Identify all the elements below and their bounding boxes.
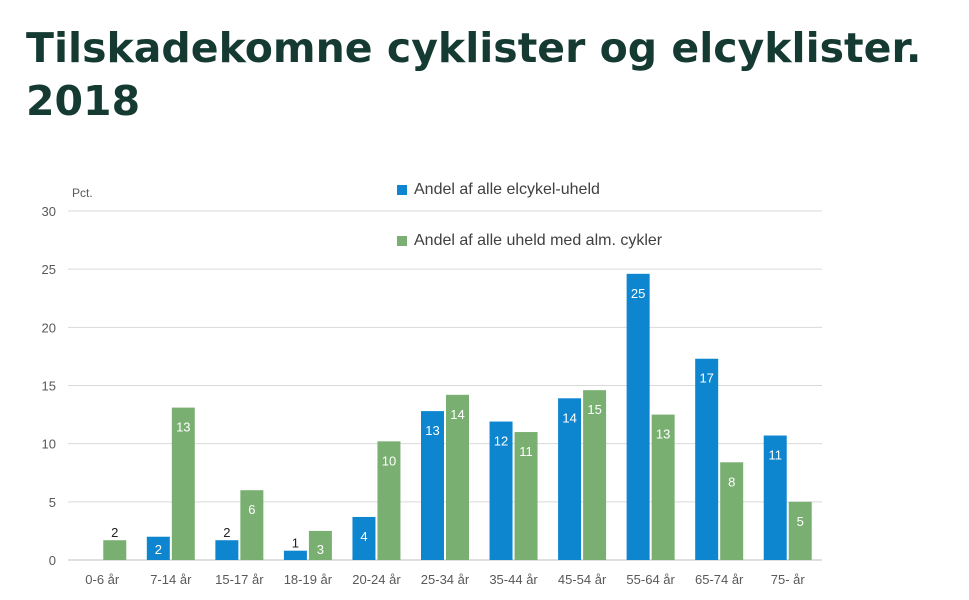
bar-alm-cykler <box>514 432 538 560</box>
chart-title: Tilskadekomne cyklister og elcyklister. … <box>26 24 922 125</box>
bar-elcykel <box>146 536 170 560</box>
bar-elcykel <box>763 435 787 560</box>
data-label: 12 <box>494 434 508 449</box>
legend-swatch <box>397 185 407 195</box>
y-tick-label: 5 <box>49 495 56 510</box>
bar-elcykel <box>489 421 513 560</box>
data-label: 15 <box>587 402 601 417</box>
bar-alm-cykler <box>308 530 332 560</box>
legend-swatch <box>397 236 407 246</box>
data-label: 25 <box>631 286 645 301</box>
data-label: 13 <box>176 420 190 435</box>
x-tick-label: 75- år <box>771 572 806 587</box>
data-label: 1 <box>292 536 299 551</box>
x-tick-label: 25-34 år <box>421 572 470 587</box>
bar-elcykel <box>626 273 650 560</box>
data-label: 4 <box>360 529 367 544</box>
x-axis: 0-6 år 7-14 år 15-17 år 18-19 år 20-24 år 25-… <box>85 572 805 587</box>
x-tick-label: 65-74 år <box>695 572 744 587</box>
bar-alm-cykler <box>583 390 607 560</box>
data-label: 17 <box>699 371 713 386</box>
data-label: 14 <box>562 410 576 425</box>
y-axis: 0 5 10 15 20 25 30 <box>42 204 56 568</box>
data-label: 11 <box>768 448 782 463</box>
bar-elcykel <box>695 358 719 560</box>
x-tick-label: 0-6 år <box>85 572 120 587</box>
x-tick-label: 18-19 år <box>284 572 333 587</box>
y-tick-label: 30 <box>42 204 56 219</box>
data-label: 2 <box>223 525 230 540</box>
data-label: 11 <box>519 444 533 459</box>
x-tick-label: 15-17 år <box>215 572 264 587</box>
data-label: 6 <box>248 502 255 517</box>
data-label: 8 <box>728 474 735 489</box>
data-label: 5 <box>797 514 804 529</box>
data-label: 10 <box>382 453 396 468</box>
bar-alm-cykler <box>720 462 744 560</box>
x-tick-label: 7-14 år <box>150 572 192 587</box>
y-tick-label: 0 <box>49 553 56 568</box>
data-label: 3 <box>317 542 324 557</box>
x-tick-label: 55-64 år <box>626 572 675 587</box>
y-tick-label: 20 <box>42 320 56 335</box>
bar-alm-cykler <box>651 414 675 560</box>
x-tick-label: 45-54 år <box>558 572 607 587</box>
x-tick-label: 20-24 år <box>352 572 401 587</box>
bar-elcykel <box>558 398 582 560</box>
data-label: 13 <box>656 427 670 442</box>
bar-alm-cykler <box>171 407 195 560</box>
bar-alm-cykler <box>446 394 469 560</box>
bar-alm-cykler <box>377 441 401 560</box>
legend-label: Andel af alle uheld med alm. cykler <box>414 232 663 249</box>
y-tick-label: 15 <box>42 379 56 394</box>
bar-elcykel <box>352 516 376 560</box>
y-axis-unit-label: Pct. <box>72 186 93 200</box>
bar-elcykel <box>421 411 444 560</box>
y-tick-label: 25 <box>42 262 56 277</box>
data-label: 2 <box>155 542 162 557</box>
data-label: 13 <box>425 423 439 438</box>
legend-label: Andel af alle elcykel-uheld <box>414 181 600 198</box>
y-tick-label: 10 <box>42 437 56 452</box>
bar-alm-cykler <box>103 540 127 560</box>
data-label: 14 <box>450 407 464 422</box>
bar-alm-cykler <box>240 490 264 560</box>
legend: Andel af alle elcykel-uheld Andel af alle… <box>397 181 663 249</box>
bar-alm-cykler <box>788 501 812 560</box>
x-tick-label: 35-44 år <box>489 572 538 587</box>
bar-elcykel <box>283 550 307 560</box>
data-label: 2 <box>111 525 118 540</box>
bar-elcykel <box>215 540 239 560</box>
